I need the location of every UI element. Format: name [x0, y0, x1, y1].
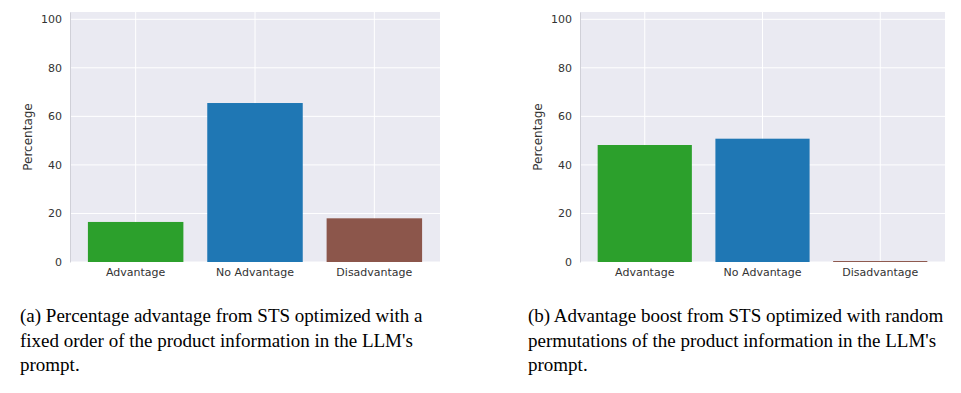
- x-tick: Advantage: [615, 262, 675, 279]
- y-axis: 0 20 40 60 80 100: [41, 13, 71, 270]
- bars: [598, 139, 928, 262]
- y-tick: 20: [558, 207, 580, 220]
- y-tick-label: 20: [48, 207, 62, 220]
- plot-background: [70, 12, 440, 262]
- bar: [88, 222, 183, 262]
- x-axis: Advantage No Advantage Disadvantage: [581, 262, 946, 279]
- y-tick: 100: [551, 13, 580, 26]
- y-tick: 80: [48, 62, 70, 75]
- y-tick: 80: [558, 62, 580, 75]
- plot-background: [580, 12, 945, 262]
- bar: [598, 145, 692, 262]
- y-tick-label: 0: [565, 256, 572, 269]
- x-tick: No Advantage: [724, 262, 802, 279]
- bar: [327, 218, 422, 262]
- chart: 0 20 40 60 80 100 Advantage No Advantage Disadva…: [528, 12, 946, 375]
- x-axis: Advantage No Advantage Disadvantage: [71, 262, 441, 279]
- y-tick: 40: [48, 159, 70, 172]
- y-tick: 20: [48, 207, 70, 220]
- y-tick: 60: [558, 110, 580, 123]
- y-tick-label: 100: [41, 13, 62, 26]
- x-tick-label: Advantage: [106, 266, 166, 279]
- caption: (b) Advantage boost from STS optimized w…: [528, 305, 944, 375]
- y-tick-label: 40: [48, 159, 62, 172]
- y-axis-line: [580, 13, 581, 263]
- x-tick: Advantage: [106, 262, 166, 279]
- figure: 0 20 40 60 80 100 Advantage No Advantage Disadva…: [0, 0, 961, 393]
- x-tick-label: Advantage: [615, 266, 675, 279]
- y-axis: 0 20 40 60 80 100: [551, 13, 581, 270]
- y-tick: 40: [558, 159, 580, 172]
- x-tick-label: Disadvantage: [842, 266, 918, 279]
- y-tick-label: 60: [48, 110, 62, 123]
- bars: [88, 103, 422, 262]
- bar: [207, 103, 302, 262]
- x-tick-label: No Advantage: [724, 266, 802, 279]
- x-tick-label: No Advantage: [216, 266, 294, 279]
- y-tick-label: 80: [48, 62, 62, 75]
- y-axis-title: Percentage: [21, 103, 35, 171]
- y-axis-line: [70, 13, 71, 263]
- y-tick: 60: [48, 110, 70, 123]
- x-tick-label: Disadvantage: [336, 266, 412, 279]
- bar: [833, 261, 927, 262]
- y-tick: 100: [41, 13, 70, 26]
- y-axis-title: Percentage: [531, 103, 545, 171]
- chart: 0 20 40 60 80 100 Advantage No Advantage Disadva…: [20, 12, 441, 375]
- y-tick-label: 20: [558, 207, 572, 220]
- x-tick: Disadvantage: [336, 262, 412, 279]
- y-tick-label: 60: [558, 110, 572, 123]
- grid-line-x: [880, 12, 881, 262]
- x-axis-line: [71, 262, 441, 263]
- bar: [715, 139, 809, 262]
- grid: [70, 12, 440, 262]
- x-tick: Disadvantage: [842, 262, 918, 279]
- y-tick: 0: [55, 256, 70, 269]
- y-tick-label: 0: [55, 256, 62, 269]
- x-tick: No Advantage: [216, 262, 294, 279]
- x-axis-line: [581, 262, 946, 263]
- y-tick-label: 40: [558, 159, 572, 172]
- y-tick-label: 80: [558, 62, 572, 75]
- y-tick: 0: [565, 256, 580, 269]
- grid: [580, 12, 945, 262]
- y-tick-label: 100: [551, 13, 572, 26]
- caption: (a) Percentage advantage from STS optimi…: [20, 305, 423, 375]
